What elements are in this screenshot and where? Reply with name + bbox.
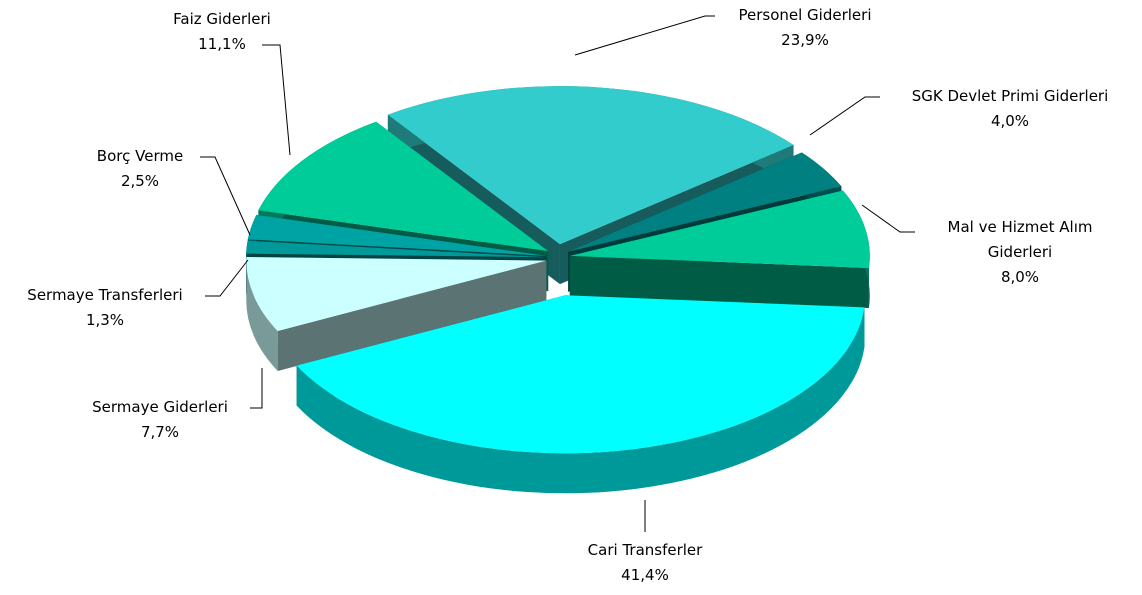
- slice-edge: [296, 307, 865, 494]
- value-label: 1,3%: [85, 311, 125, 329]
- category-label: Personel Giderleri: [738, 6, 872, 24]
- leader-line: [809, 96, 880, 136]
- leader-line: [200, 156, 251, 236]
- category-label: Mal ve Hizmet Alım Giderleri: [947, 218, 1093, 261]
- slice: [246, 257, 547, 331]
- slice-label: Cari Transferler 41,4%: [535, 538, 755, 588]
- leader-line: [574, 15, 715, 56]
- value-label: 8,0%: [1000, 268, 1040, 286]
- slice: [568, 152, 842, 252]
- leader-line: [250, 368, 263, 409]
- value-label: 11,1%: [198, 35, 246, 53]
- slice: [296, 295, 865, 454]
- category-label: SGK Devlet Primi Giderleri: [911, 87, 1109, 105]
- value-label: 41,4%: [621, 566, 669, 584]
- slice: [246, 240, 547, 258]
- category-label: Cari Transferler: [587, 541, 703, 559]
- slice-wall: [569, 255, 869, 308]
- category-label: Borç Verme: [96, 147, 184, 165]
- slice: [247, 214, 547, 256]
- leader-line: [262, 44, 291, 156]
- slice: [258, 121, 549, 252]
- slice: [569, 190, 870, 268]
- slice-label: Personel Giderleri 23,9%: [675, 3, 935, 53]
- slice-label: Borç Verme 2,5%: [70, 144, 210, 194]
- slice: [387, 86, 794, 245]
- leader-line: [205, 259, 249, 297]
- value-label: 2,5%: [120, 172, 160, 190]
- slice-label: Sermaye Transferleri 1,3%: [0, 283, 215, 333]
- slice-label: Faiz Giderleri 11,1%: [142, 7, 302, 57]
- slice-label: Mal ve Hizmet Alım Giderleri 8,0%: [940, 215, 1100, 290]
- category-label: Faiz Giderleri: [173, 10, 271, 28]
- pie-tops: [246, 86, 870, 454]
- slice-label: Sermaye Giderleri 7,7%: [60, 395, 260, 445]
- value-label: 4,0%: [990, 112, 1030, 130]
- value-label: 23,9%: [781, 31, 829, 49]
- slice-label: SGK Devlet Primi Giderleri 4,0%: [870, 84, 1142, 134]
- leader-line: [861, 204, 915, 233]
- value-label: 7,7%: [140, 423, 180, 441]
- category-label: Sermaye Giderleri: [92, 398, 228, 416]
- slice-edge: [246, 257, 278, 371]
- category-label: Sermaye Transferleri: [27, 286, 183, 304]
